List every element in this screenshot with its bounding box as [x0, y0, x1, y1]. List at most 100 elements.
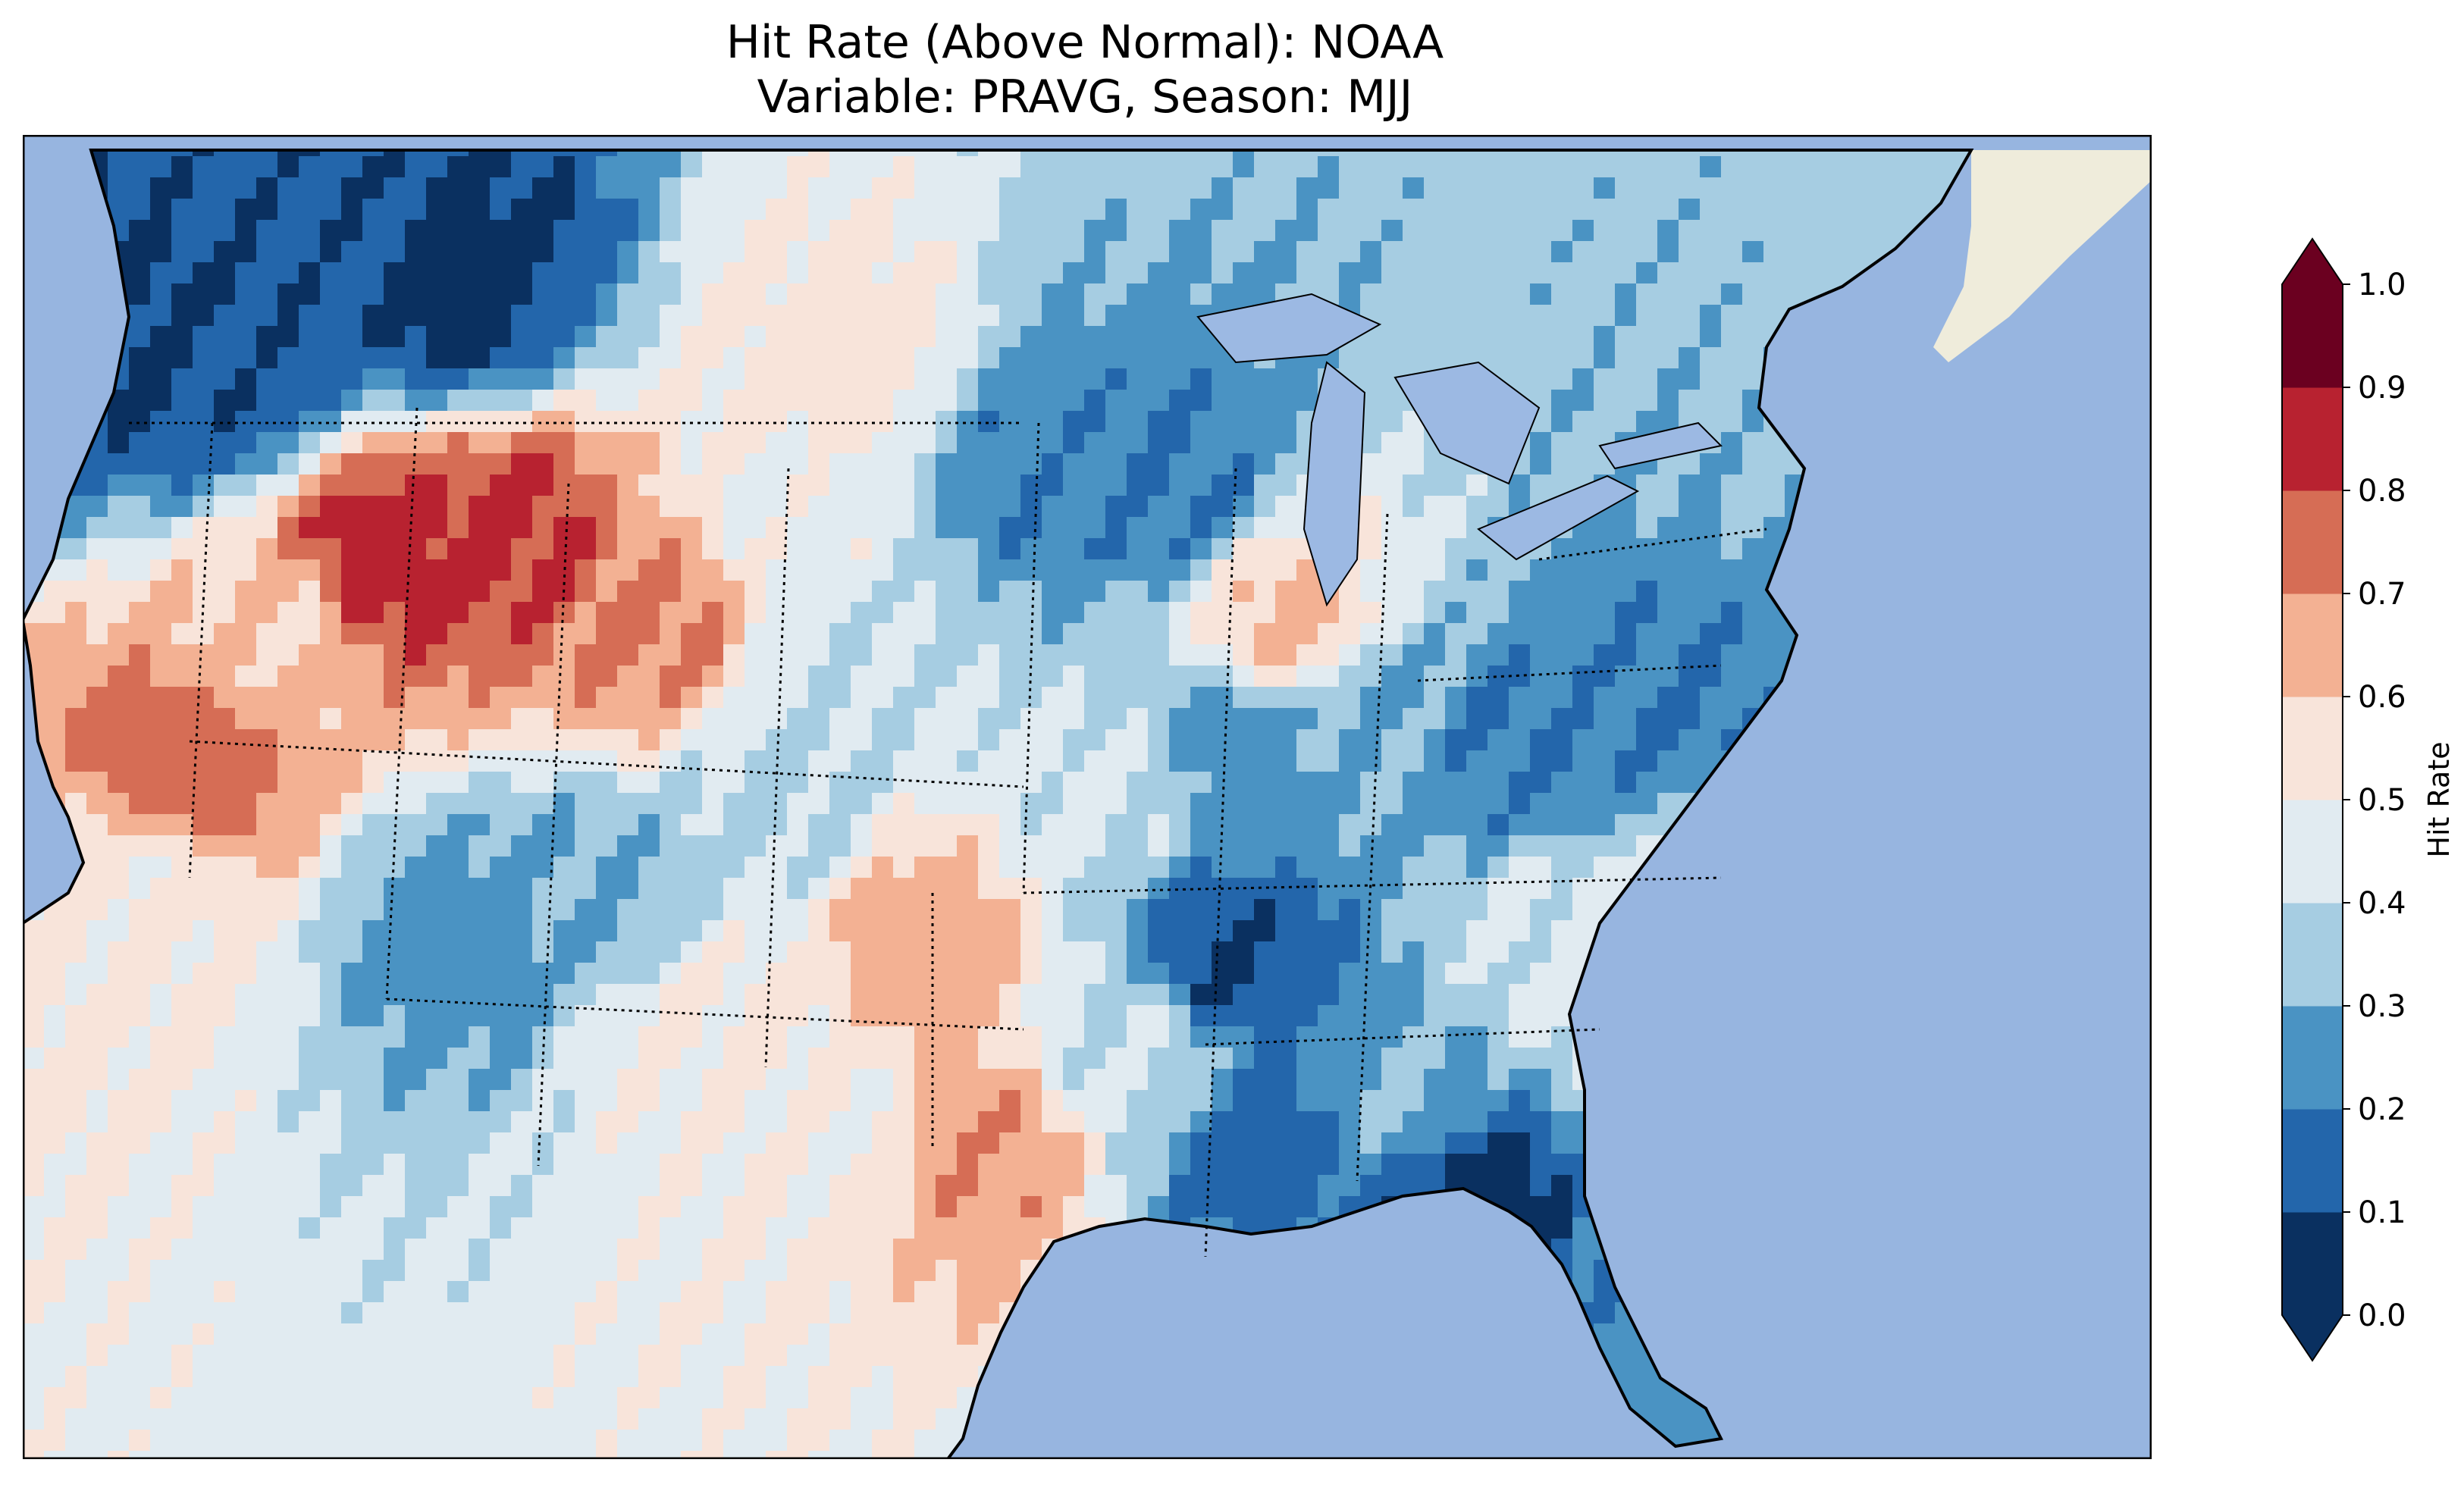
grid-cell	[235, 283, 257, 305]
grid-cell	[1466, 687, 1488, 709]
grid-cell	[1020, 150, 1042, 157]
grid-cell	[829, 559, 851, 581]
grid-cell	[511, 475, 533, 496]
grid-cell	[532, 963, 554, 985]
grid-cell	[1360, 623, 1382, 645]
grid-cell	[1742, 241, 1764, 263]
grid-cell	[256, 262, 278, 284]
grid-cell	[660, 623, 682, 645]
grid-cell	[936, 687, 958, 709]
grid-cell	[1296, 1154, 1318, 1176]
grid-cell	[575, 814, 597, 836]
grid-cell	[235, 347, 257, 369]
grid-cell	[277, 750, 299, 772]
grid-cell	[1084, 963, 1106, 985]
grid-cell	[660, 772, 682, 794]
grid-cell	[1700, 241, 1722, 263]
grid-cell	[893, 177, 915, 199]
grid-cell	[1190, 496, 1212, 518]
grid-cell	[1742, 156, 1764, 178]
grid-cell	[1339, 644, 1361, 666]
grid-cell	[1296, 1005, 1318, 1027]
grid-cell	[447, 1069, 469, 1091]
grid-cell	[1190, 262, 1212, 284]
grid-cell	[44, 1175, 66, 1197]
grid-cell	[1381, 750, 1403, 772]
grid-cell	[1275, 814, 1297, 836]
grid-cell	[1105, 666, 1127, 687]
grid-cell	[426, 602, 448, 624]
grid-cell	[277, 199, 299, 221]
grid-cell	[681, 941, 703, 963]
grid-cell	[1424, 602, 1446, 624]
grid-cell	[1700, 262, 1722, 284]
grid-cell	[766, 559, 788, 581]
grid-cell	[1403, 241, 1425, 263]
grid-cell	[1551, 729, 1573, 751]
grid-cell	[214, 941, 236, 963]
grid-cell	[129, 262, 151, 284]
grid-cell	[745, 687, 766, 709]
grid-cell	[1381, 283, 1403, 305]
grid-cell	[978, 177, 1000, 199]
grid-cell	[766, 1175, 788, 1197]
grid-cell	[1381, 1090, 1403, 1112]
grid-cell	[341, 262, 363, 284]
grid-cell	[469, 475, 491, 496]
grid-cell	[660, 347, 682, 369]
grid-cell	[1063, 857, 1085, 879]
grid-cell	[1700, 496, 1722, 518]
grid-cell	[808, 581, 830, 603]
grid-cell	[999, 602, 1021, 624]
grid-cell	[1360, 941, 1382, 963]
grid-cell	[596, 1111, 618, 1133]
grid-cell	[1212, 517, 1234, 539]
grid-cell	[1105, 453, 1127, 475]
grid-cell	[447, 687, 469, 709]
grid-cell	[1020, 1048, 1042, 1070]
grid-cell	[447, 517, 469, 539]
grid-cell	[320, 623, 342, 645]
grid-cell	[914, 517, 936, 539]
grid-cell	[745, 1132, 766, 1154]
grid-cell	[1318, 644, 1340, 666]
grid-cell	[872, 262, 894, 284]
grid-cell	[1509, 368, 1531, 390]
grid-cell	[1530, 1111, 1552, 1133]
grid-cell	[999, 666, 1021, 687]
grid-cell	[1318, 835, 1340, 857]
grid-cell	[1424, 984, 1446, 1006]
grid-cell	[277, 644, 299, 666]
grid-cell	[1827, 220, 1849, 242]
grid-cell	[829, 262, 851, 284]
grid-cell	[1190, 793, 1212, 815]
grid-cell	[1848, 150, 1870, 157]
grid-cell	[1487, 878, 1509, 900]
grid-cell	[320, 1175, 342, 1197]
grid-cell	[893, 814, 915, 836]
grid-cell	[405, 262, 427, 284]
grid-cell	[1169, 368, 1191, 390]
grid-cell	[1105, 1069, 1127, 1091]
grid-cell	[1551, 1154, 1573, 1176]
grid-cell	[171, 687, 193, 709]
grid-cell	[766, 623, 788, 645]
grid-cell	[914, 623, 936, 645]
grid-cell	[978, 666, 1000, 687]
grid-cell	[808, 199, 830, 221]
grid-cell	[1403, 687, 1425, 709]
grid-cell	[1275, 1048, 1297, 1070]
grid-cell	[86, 1069, 108, 1091]
grid-cell	[702, 1132, 724, 1154]
grid-cell	[914, 644, 936, 666]
grid-cell	[978, 878, 1000, 900]
grid-cell	[490, 623, 512, 645]
grid-cell	[978, 708, 1000, 730]
grid-cell	[1445, 326, 1467, 348]
grid-cell	[1615, 750, 1637, 772]
grid-cell	[1148, 857, 1170, 879]
grid-cell	[1487, 581, 1509, 603]
grid-cell	[1063, 453, 1085, 475]
grid-cell	[1955, 150, 1971, 157]
grid-cell	[745, 793, 766, 815]
